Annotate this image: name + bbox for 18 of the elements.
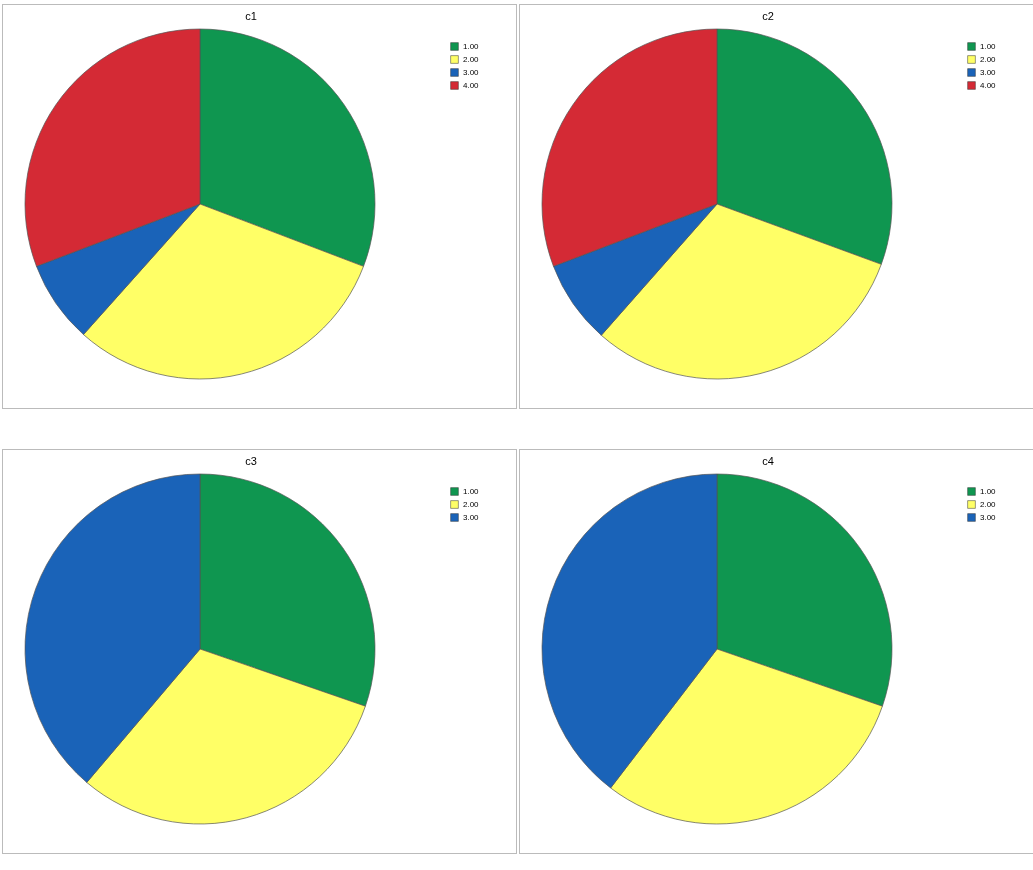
legend-label: 4.00 xyxy=(980,80,997,90)
legend-label: 1.00 xyxy=(980,486,997,496)
legend-label: 3.00 xyxy=(463,67,480,77)
legend-label: 3.00 xyxy=(980,67,997,77)
legend-label: 1.00 xyxy=(463,486,480,496)
legend-label: 2.00 xyxy=(463,54,480,64)
chart-title: c2 xyxy=(762,10,774,22)
legend-label: 1.00 xyxy=(980,41,997,51)
legend-label: 4.00 xyxy=(463,80,480,90)
legend-label: 2.00 xyxy=(463,499,480,509)
legend-label: 3.00 xyxy=(980,512,997,522)
legend-label: 1.00 xyxy=(463,41,480,51)
chart-title: c3 xyxy=(245,455,257,467)
legend-label: 2.00 xyxy=(980,54,997,64)
legend-label: 3.00 xyxy=(463,512,480,522)
chart-title: c1 xyxy=(245,10,257,22)
chart-title: c4 xyxy=(762,455,774,467)
legend-label: 2.00 xyxy=(980,499,997,509)
